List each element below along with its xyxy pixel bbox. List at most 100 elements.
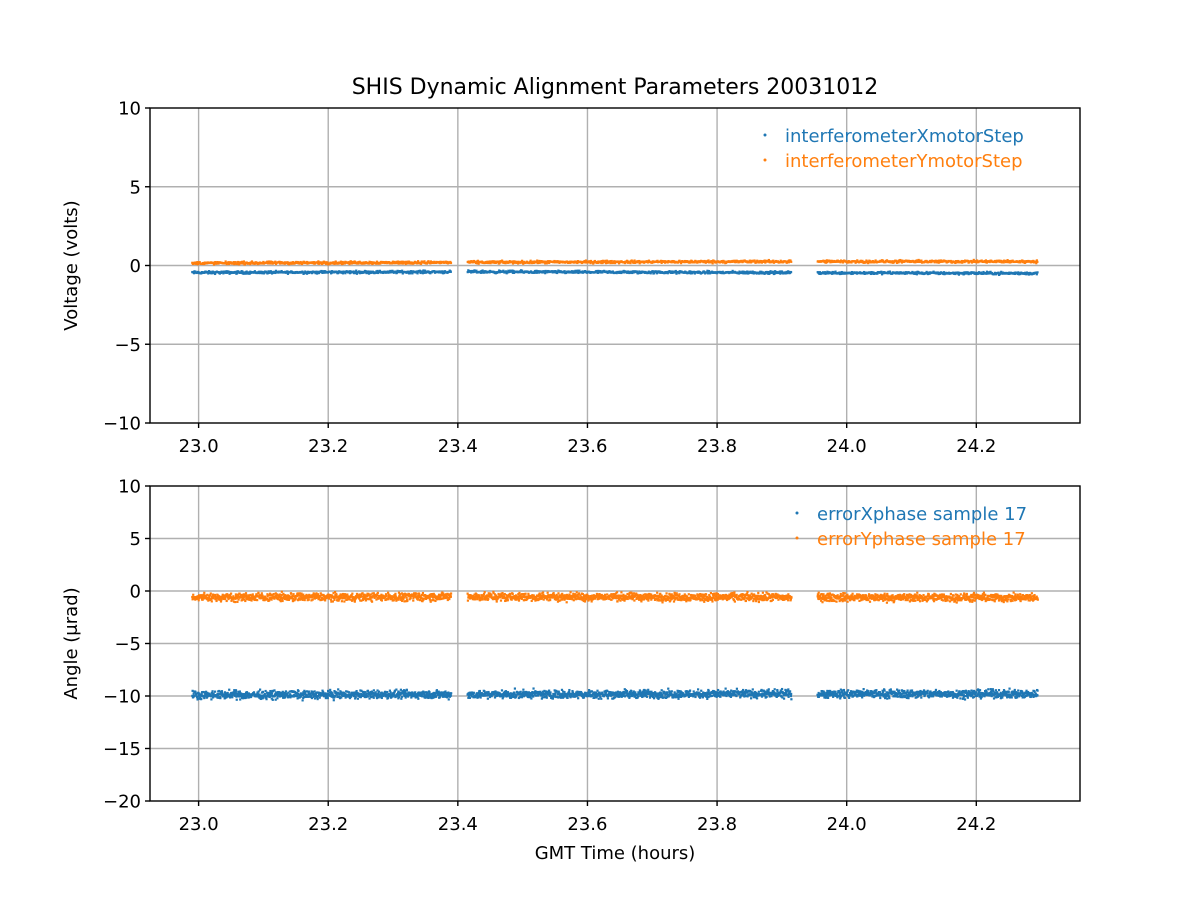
data-point — [405, 694, 408, 698]
data-point — [424, 694, 427, 697]
data-point — [232, 261, 235, 264]
data-point — [226, 691, 229, 695]
data-point — [494, 694, 498, 698]
data-point — [784, 688, 787, 692]
data-point — [595, 694, 599, 698]
data-point — [611, 691, 615, 694]
data-point — [243, 693, 247, 696]
data-point — [540, 697, 543, 700]
data-point — [1035, 273, 1038, 276]
data-point — [339, 691, 342, 694]
data-point — [418, 691, 421, 694]
data-point — [972, 258, 975, 262]
data-point — [544, 262, 547, 265]
data-point — [322, 690, 325, 694]
data-point — [742, 688, 745, 692]
data-point — [642, 693, 645, 696]
data-point — [400, 270, 403, 274]
data-point — [316, 691, 319, 694]
data-point — [264, 689, 267, 693]
data-point — [647, 271, 650, 275]
data-point — [842, 688, 846, 692]
data-point — [636, 693, 639, 696]
data-point — [618, 691, 622, 694]
data-point — [492, 260, 496, 263]
data-point — [404, 696, 407, 699]
data-point — [419, 271, 422, 275]
data-point — [238, 263, 241, 266]
data-point — [364, 270, 368, 273]
data-point — [355, 269, 358, 272]
data-point — [335, 693, 338, 696]
data-point — [640, 694, 643, 697]
data-point — [914, 272, 917, 275]
data-point — [545, 260, 548, 263]
data-point — [340, 270, 344, 273]
data-point — [789, 259, 792, 262]
data-point — [422, 695, 425, 698]
data-point — [522, 688, 525, 691]
data-point — [719, 695, 722, 698]
data-point — [428, 694, 432, 697]
data-point — [584, 261, 587, 264]
data-point — [437, 692, 440, 695]
data-point — [571, 695, 574, 698]
data-point — [485, 691, 489, 694]
data-point — [229, 696, 232, 699]
data-point — [437, 690, 440, 693]
data-point — [623, 261, 627, 265]
data-point — [278, 260, 281, 263]
data-point — [643, 261, 646, 264]
data-point — [680, 695, 684, 698]
data-point — [575, 691, 578, 694]
data-point — [623, 695, 627, 698]
data-point — [1013, 272, 1017, 276]
data-point — [818, 272, 821, 275]
data-point — [848, 692, 852, 695]
data-point — [1000, 259, 1003, 263]
data-point — [352, 270, 355, 273]
data-point — [830, 260, 833, 264]
data-point — [425, 694, 428, 698]
data-point — [576, 690, 579, 693]
data-point — [667, 695, 670, 698]
data-point — [825, 261, 828, 264]
data-point — [831, 693, 834, 696]
data-point — [930, 261, 933, 264]
data-point — [769, 270, 772, 273]
data-point — [369, 690, 372, 694]
data-point — [407, 272, 411, 275]
data-point — [712, 691, 715, 694]
data-point — [268, 691, 271, 695]
data-point — [274, 692, 277, 695]
data-point — [743, 272, 746, 275]
data-point — [675, 272, 678, 275]
data-point — [608, 693, 612, 696]
data-point — [666, 261, 669, 264]
data-point — [559, 696, 562, 699]
data-point — [240, 694, 243, 697]
data-point — [763, 692, 766, 696]
data-point — [476, 259, 479, 262]
data-point — [447, 695, 450, 698]
data-point — [450, 692, 453, 695]
data-point — [261, 270, 264, 274]
data-point — [357, 270, 361, 273]
data-point — [261, 690, 265, 693]
data-point — [391, 693, 394, 696]
data-point — [269, 693, 272, 696]
top-panel-y-axis-label: Voltage (volts) — [61, 200, 82, 330]
data-point — [358, 693, 361, 696]
data-point — [432, 693, 435, 696]
data-point — [653, 272, 656, 275]
data-point — [1017, 271, 1020, 274]
data-point — [765, 695, 768, 699]
data-point — [749, 690, 752, 693]
data-point — [819, 694, 823, 697]
data-point — [365, 692, 369, 695]
data-point — [699, 694, 702, 698]
data-point — [850, 270, 854, 274]
data-point — [368, 691, 371, 695]
data-point — [535, 261, 538, 264]
